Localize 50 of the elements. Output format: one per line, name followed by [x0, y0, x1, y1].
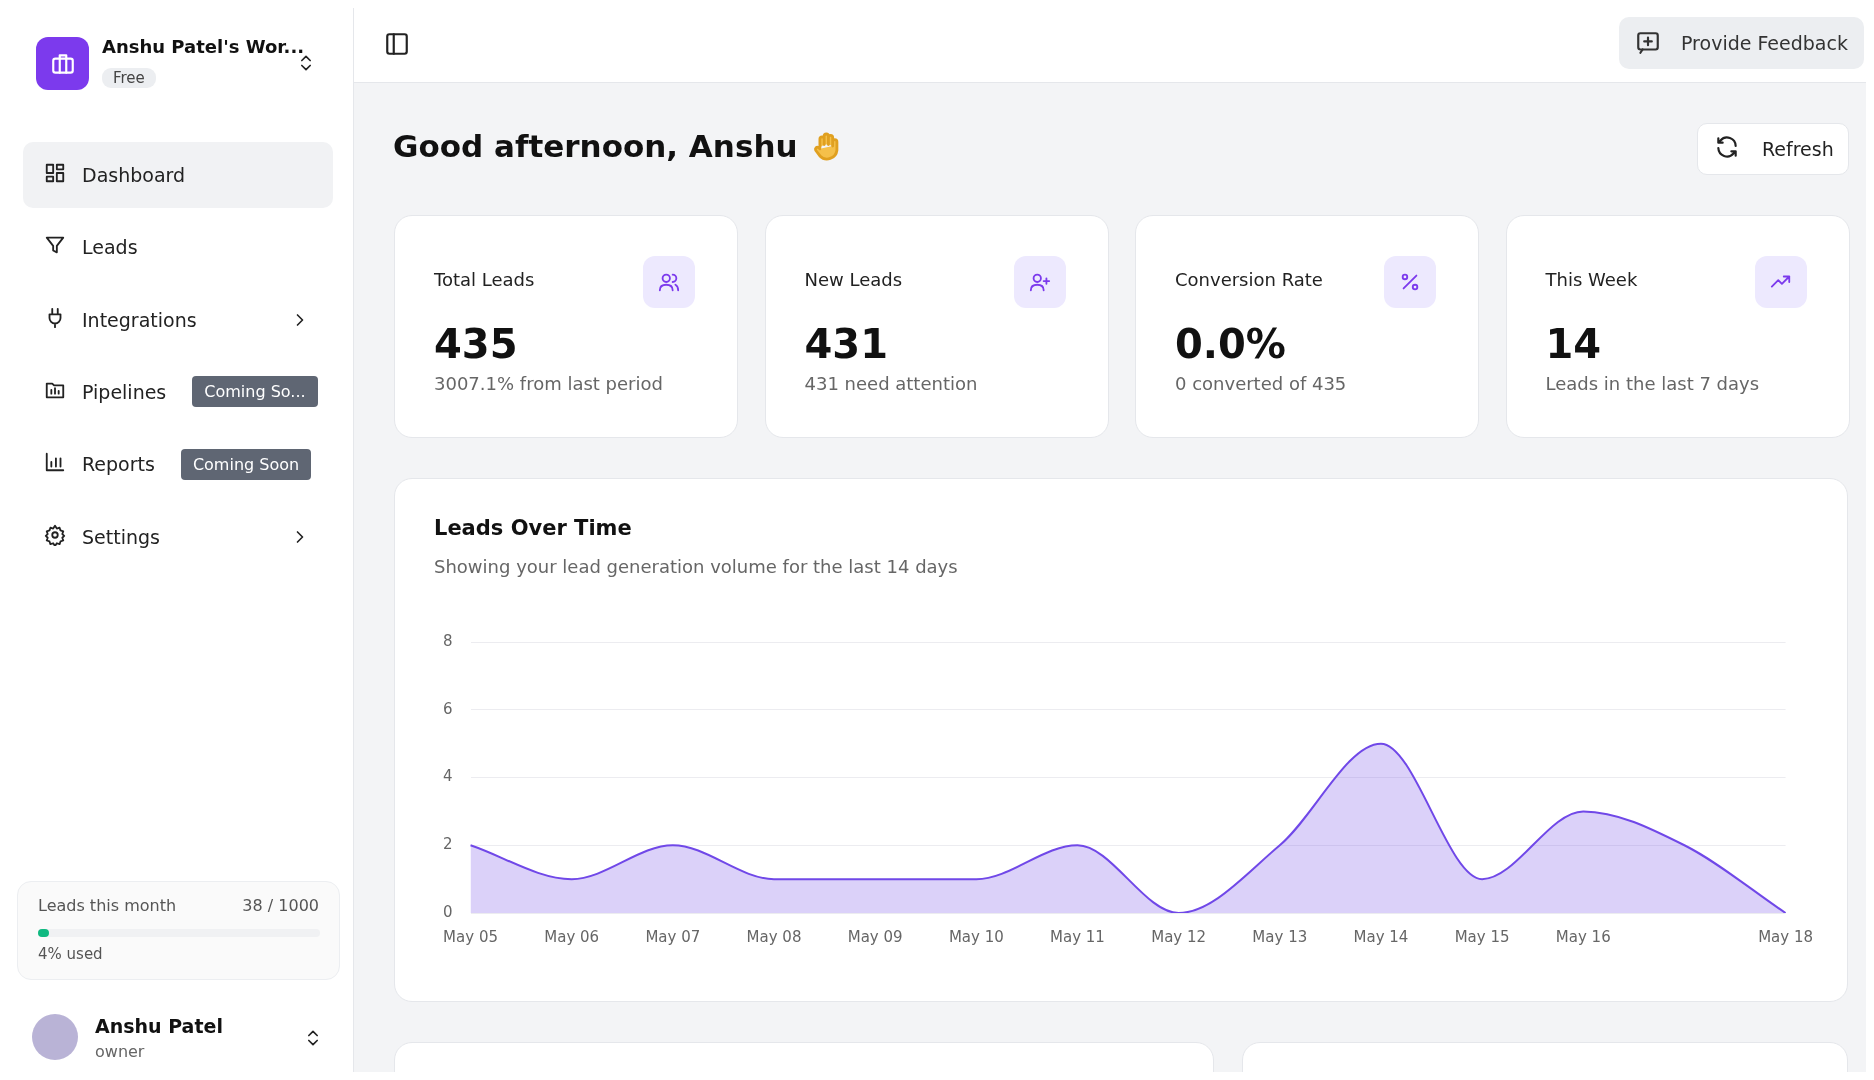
x-tick-label: May 15: [1454, 927, 1510, 946]
x-tick-label: May 08: [746, 927, 802, 946]
text: Leads: [82, 236, 138, 259]
text: Dashboard: [82, 164, 186, 186]
text: Settings: [82, 525, 160, 548]
text: 431: [804, 321, 888, 367]
text: Leads this month: [38, 896, 177, 915]
x-tick-label: May 09: [847, 927, 903, 946]
text: 431 need attention: [804, 373, 978, 394]
text: Refresh: [1762, 138, 1834, 160]
x-tick-label: May 13: [1252, 927, 1308, 946]
text: 0 converted of 435: [1175, 373, 1347, 394]
y-tick-label: 4: [443, 767, 453, 786]
x-tick-label: May 06: [544, 927, 600, 946]
text: 435: [434, 321, 518, 367]
text: This Week: [1545, 269, 1638, 290]
text: 0.0%: [1175, 321, 1286, 367]
y-tick-label: 8: [443, 631, 453, 650]
x-tick-label: May 16: [1555, 927, 1611, 946]
text: Coming Soon: [180, 448, 312, 480]
text: New Leads: [804, 269, 903, 290]
text: Reports: [82, 453, 155, 476]
text: Anshu Patel: [95, 1015, 223, 1037]
text: Pipelines: [82, 380, 167, 403]
y-tick-label: 0: [443, 902, 453, 921]
text: Total Leads: [434, 269, 535, 290]
x-tick-label: May 10: [948, 927, 1004, 946]
x-tick-label: May 14: [1353, 927, 1409, 946]
text: Anshu Patel's Wor...: [102, 36, 305, 57]
x-tick-label: May 07: [645, 927, 701, 946]
x-tick-label: May 12: [1151, 927, 1207, 946]
text: Conversion Rate: [1175, 269, 1323, 290]
text: Leads in the last 7 days: [1545, 373, 1760, 394]
text: Coming So...: [192, 376, 318, 408]
text: 4% used: [38, 945, 103, 963]
x-tick-label: May 11: [1050, 927, 1105, 946]
y-tick-label: 6: [443, 699, 453, 718]
chart-subtitle: Showing your lead generation volume for the last 14 days: [434, 556, 958, 577]
text: 3007.1% from last period: [434, 373, 663, 394]
x-tick-label: May 18: [1758, 927, 1813, 946]
text: Good afternoon, Anshu: [393, 128, 798, 164]
chart-title: Leads Over Time: [434, 516, 632, 540]
x-tick-label: May 05: [443, 927, 498, 946]
text: Free: [102, 68, 156, 88]
text: Integrations: [82, 308, 197, 331]
text: 14: [1545, 321, 1602, 367]
text: owner: [95, 1042, 145, 1061]
text: Provide Feedback: [1681, 32, 1848, 54]
text: 38 / 1000: [242, 896, 319, 915]
y-tick-label: 2: [443, 835, 453, 854]
